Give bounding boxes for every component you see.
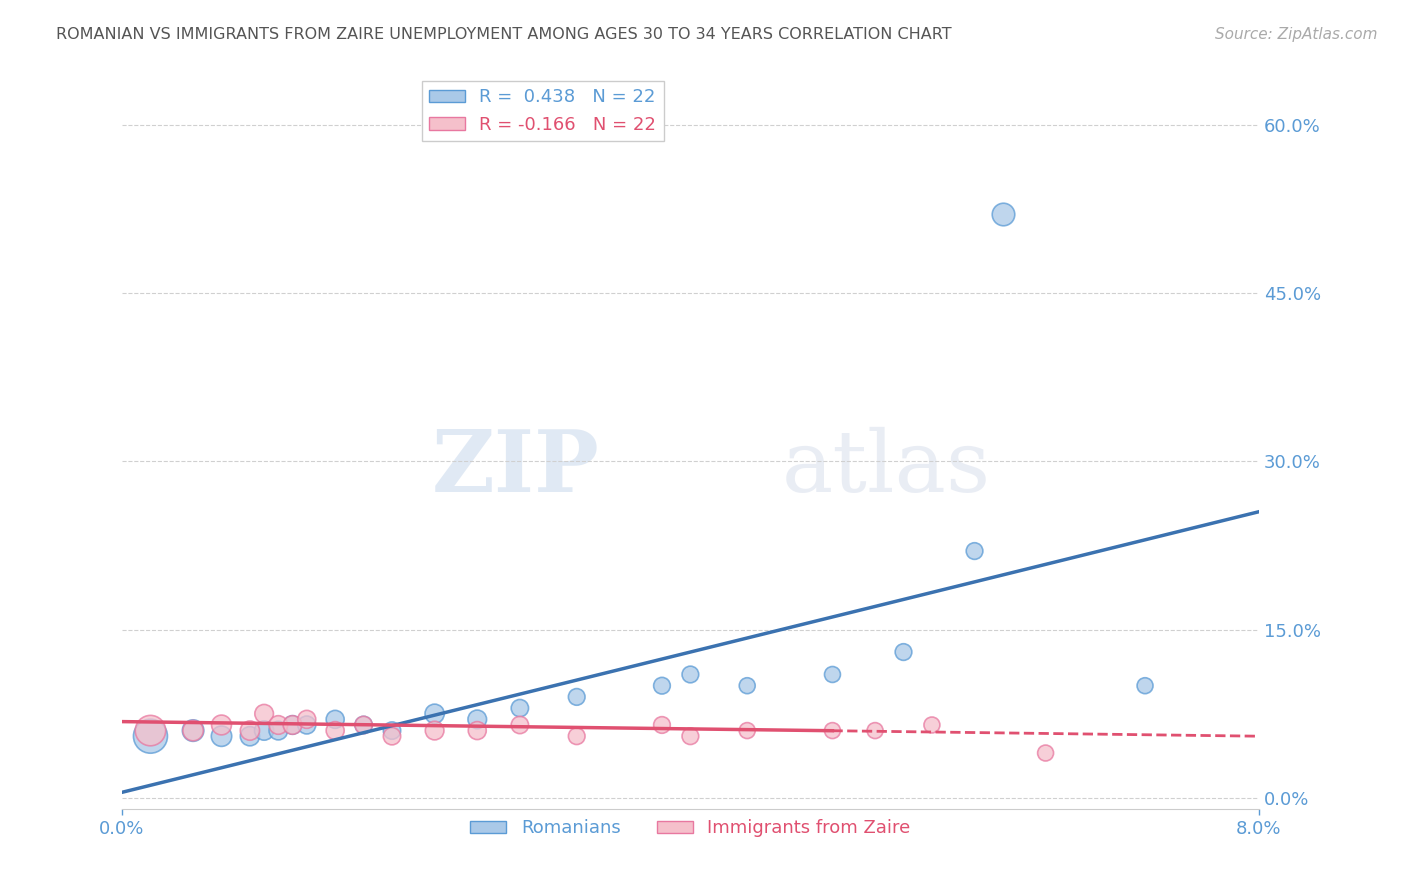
- Point: [295, 712, 318, 726]
- Point: [253, 723, 276, 738]
- Point: [893, 645, 915, 659]
- Point: [465, 723, 488, 738]
- Point: [139, 729, 162, 743]
- Point: [181, 723, 204, 738]
- Point: [651, 718, 673, 732]
- Point: [465, 712, 488, 726]
- Point: [295, 718, 318, 732]
- Point: [139, 723, 162, 738]
- Point: [423, 706, 446, 721]
- Point: [735, 679, 758, 693]
- Legend: Romanians, Immigrants from Zaire: Romanians, Immigrants from Zaire: [463, 812, 918, 845]
- Point: [735, 723, 758, 738]
- Point: [381, 723, 404, 738]
- Point: [679, 729, 702, 743]
- Point: [991, 207, 1014, 221]
- Point: [267, 723, 290, 738]
- Point: [1035, 746, 1057, 760]
- Point: [921, 718, 943, 732]
- Point: [863, 723, 886, 738]
- Point: [963, 544, 986, 558]
- Text: Source: ZipAtlas.com: Source: ZipAtlas.com: [1215, 27, 1378, 42]
- Point: [565, 690, 588, 704]
- Point: [267, 718, 290, 732]
- Point: [323, 723, 346, 738]
- Point: [381, 729, 404, 743]
- Point: [211, 718, 233, 732]
- Point: [253, 706, 276, 721]
- Point: [239, 729, 262, 743]
- Point: [821, 667, 844, 681]
- Point: [821, 723, 844, 738]
- Text: ZIP: ZIP: [432, 426, 599, 510]
- Point: [509, 701, 531, 715]
- Text: ROMANIAN VS IMMIGRANTS FROM ZAIRE UNEMPLOYMENT AMONG AGES 30 TO 34 YEARS CORRELA: ROMANIAN VS IMMIGRANTS FROM ZAIRE UNEMPL…: [56, 27, 952, 42]
- Point: [239, 723, 262, 738]
- Point: [281, 718, 304, 732]
- Point: [565, 729, 588, 743]
- Point: [181, 723, 204, 738]
- Point: [353, 718, 375, 732]
- Point: [353, 718, 375, 732]
- Point: [651, 679, 673, 693]
- Point: [1133, 679, 1156, 693]
- Point: [323, 712, 346, 726]
- Text: atlas: atlas: [782, 427, 990, 510]
- Point: [211, 729, 233, 743]
- Point: [423, 723, 446, 738]
- Point: [509, 718, 531, 732]
- Point: [281, 718, 304, 732]
- Point: [679, 667, 702, 681]
